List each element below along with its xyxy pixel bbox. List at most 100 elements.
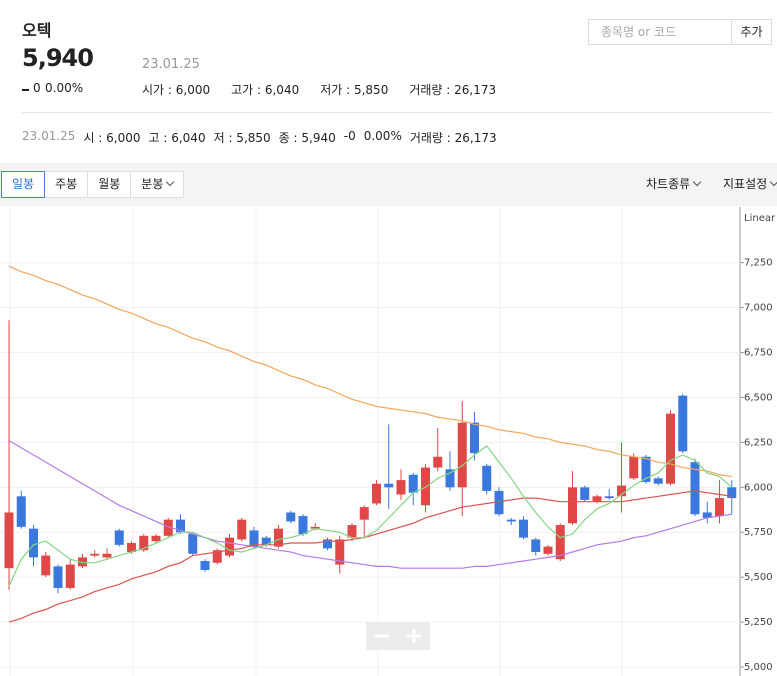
candle-body <box>580 487 590 500</box>
candle-body <box>114 530 124 545</box>
candle-body <box>629 456 639 479</box>
moving-average-line <box>8 265 732 478</box>
menu-label: 차트종류 <box>646 177 691 191</box>
candle-body <box>335 539 345 565</box>
candle-body <box>457 422 467 488</box>
divider <box>22 112 772 113</box>
y-tick-label: 5,250 <box>744 617 773 628</box>
candle-body <box>225 537 234 556</box>
candle-body <box>506 519 516 522</box>
candle-body <box>176 519 185 533</box>
candle-body <box>200 560 210 570</box>
candle-body <box>482 465 492 491</box>
candle-body <box>433 456 443 468</box>
candle-body <box>372 483 381 504</box>
summary: 23.01.25 시 : 6,000 고 : 6,040 저 : 5,850 종… <box>22 129 497 146</box>
candle-body <box>715 498 724 517</box>
stats: 시가 : 6,000 고가 : 6,040 저가 : 5,850 거래량 : 2… <box>142 81 496 98</box>
change: 0 <box>33 81 41 95</box>
stat: 시가 : 6,000 <box>142 83 211 97</box>
summary-item: 저 : 5,850 <box>213 131 271 145</box>
y-tick-label: 7,250 <box>744 258 773 269</box>
y-tick-label: 6,500 <box>744 392 773 403</box>
scale-label: Linear <box>744 213 776 224</box>
tab[interactable]: 월봉 <box>87 171 132 198</box>
candle-body <box>568 487 577 524</box>
chevron <box>692 177 702 187</box>
candle-body <box>188 534 198 554</box>
candle-body <box>555 525 565 560</box>
candle-body <box>702 512 712 518</box>
candle-body <box>139 535 149 551</box>
change-pct: 0.00% <box>45 81 84 95</box>
summary-item: 고 : 6,040 <box>148 131 206 145</box>
tab[interactable]: 일봉 <box>1 171 46 198</box>
tab[interactable]: 주봉 <box>44 171 89 198</box>
summary-item: -0 <box>343 129 356 143</box>
moving-average-line <box>8 440 732 569</box>
v-grid <box>9 207 623 676</box>
candle-body <box>90 553 100 556</box>
candle-body <box>286 512 296 522</box>
y-tick-label: 6,000 <box>744 482 773 493</box>
chevron <box>166 177 175 187</box>
menu-label: 지표설정 <box>723 177 768 191</box>
candle-body <box>690 462 700 515</box>
tab[interactable]: 분봉 <box>130 171 185 198</box>
candle-body <box>396 480 406 495</box>
zoom-control <box>366 622 430 650</box>
candle-body <box>102 553 112 558</box>
stat: 고가 : 6,040 <box>231 83 300 97</box>
tabs: 일봉 주봉 월봉 분봉 <box>1 171 185 198</box>
y-tick-label: 6,750 <box>744 348 773 359</box>
candle-body <box>519 519 528 538</box>
candle-body <box>29 528 38 558</box>
candle-body <box>531 539 541 552</box>
candle-body <box>727 487 737 499</box>
candle-body <box>666 413 675 484</box>
candle-body <box>249 530 259 547</box>
stock-name: 오텍 <box>22 21 52 40</box>
candle-body <box>617 485 626 497</box>
search-input[interactable]: 종목명 or 코드 <box>588 19 732 45</box>
summary-item: 종 : 5,940 <box>278 131 336 145</box>
summary-item: 거래량 : 26,173 <box>409 131 497 145</box>
flat-icon <box>22 89 29 91</box>
menu[interactable]: 지표설정 <box>723 175 777 192</box>
candle-body <box>274 528 283 547</box>
date: 23.01.25 <box>142 57 200 72</box>
add-button[interactable]: 추가 <box>731 19 772 45</box>
candle-body <box>323 539 332 549</box>
candle-body <box>421 467 430 506</box>
candle-body <box>41 555 51 576</box>
candle-body <box>16 496 26 527</box>
candle-body <box>298 516 308 535</box>
candle-body <box>543 546 553 554</box>
y-tick-label: 6,250 <box>744 437 773 448</box>
candle-body <box>163 519 173 536</box>
menu[interactable]: 차트종류 <box>646 175 702 192</box>
candle-body <box>65 564 75 588</box>
y-tick-label: 5,000 <box>744 662 773 673</box>
price: 5,940 <box>22 44 94 72</box>
y-tick-label: 7,000 <box>744 303 773 314</box>
candle-body <box>261 537 271 545</box>
candle-body <box>641 456 651 482</box>
chart: Linear 5,000 5,250 5,500 5,750 6,000 6,250 6,5… <box>0 207 776 676</box>
candle-body <box>445 469 455 488</box>
candle-body <box>347 525 357 538</box>
candle-body <box>384 483 394 488</box>
candle-body <box>127 543 136 552</box>
candle-body <box>310 526 320 529</box>
summary-date: 23.01.25 <box>22 129 76 143</box>
summary-item: 0.00% <box>363 129 402 143</box>
candle-body <box>494 490 504 515</box>
y-tick-label: 5,500 <box>744 572 773 583</box>
summary-item: 시 : 6,000 <box>83 131 141 145</box>
candle-body <box>237 519 247 540</box>
candle-body <box>408 474 418 493</box>
stat: 거래량 : 26,173 <box>409 83 497 97</box>
chevron <box>769 177 777 187</box>
y-tick-label: 5,750 <box>744 527 773 538</box>
